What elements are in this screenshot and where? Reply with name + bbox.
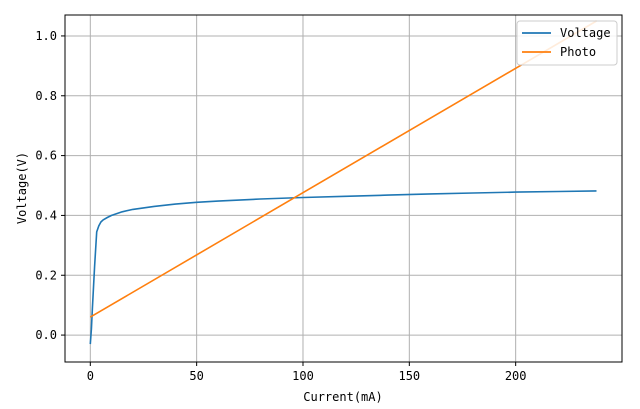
y-axis: 0.0 0.2 0.4 0.6 0.8 1.0 (35, 29, 65, 342)
y-tick-label: 0.0 (35, 328, 57, 342)
legend-label-photo: Photo (560, 45, 596, 59)
x-tick-label: 100 (292, 369, 314, 383)
y-tick-label: 1.0 (35, 29, 57, 43)
legend-box (516, 20, 618, 66)
y-tick-label: 0.4 (35, 208, 57, 222)
x-axis-label: Current(mA) (303, 390, 382, 404)
series-line-voltage (89, 190, 597, 345)
x-tick-label: 150 (398, 369, 420, 383)
legend-label-voltage: Voltage (560, 26, 611, 40)
plot-background (65, 15, 622, 362)
x-tick-label: 200 (505, 369, 527, 383)
series-layer (89, 20, 597, 345)
series-line-photo (89, 20, 597, 318)
y-axis-label: Voltage(V) (15, 152, 29, 224)
x-tick-label: 50 (189, 369, 203, 383)
y-tick-label: 0.8 (35, 89, 57, 103)
legend: Voltage Photo (516, 20, 618, 66)
plot-frame (64, 14, 623, 363)
y-tick-label: 0.6 (35, 149, 57, 163)
grid (65, 15, 622, 362)
x-tick-label: 0 (87, 369, 94, 383)
y-tick-label: 0.2 (35, 268, 57, 282)
x-axis: 0 50 100 150 200 (87, 362, 527, 383)
